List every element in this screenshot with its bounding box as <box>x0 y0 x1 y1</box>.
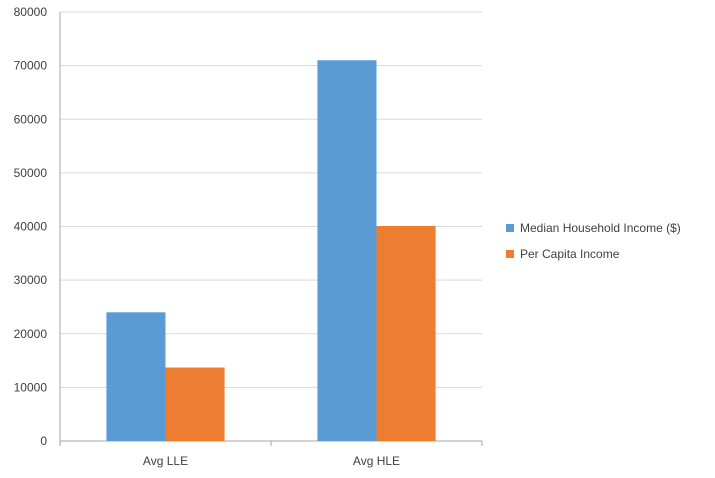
y-tick-label: 50000 <box>14 166 48 180</box>
y-tick-label: 10000 <box>14 380 48 394</box>
x-tick-label: Avg LLE <box>143 454 188 468</box>
legend-label-series-1: Median Household Income ($) <box>520 221 681 235</box>
bar-2-1 <box>165 367 225 441</box>
y-tick-label: 0 <box>40 434 47 448</box>
legend-label-series-2: Per Capita Income <box>520 247 620 261</box>
y-tick-label: 20000 <box>14 327 48 341</box>
legend-item-series-2: Per Capita Income <box>506 241 681 267</box>
y-tick-label: 80000 <box>14 5 48 19</box>
y-tick-label: 30000 <box>14 273 48 287</box>
bar-1-1 <box>106 312 166 441</box>
bar-2-2 <box>376 225 436 441</box>
bar-1-2 <box>317 60 377 441</box>
y-tick-label: 60000 <box>14 112 48 126</box>
legend-swatch-series-1 <box>506 224 514 232</box>
chart-legend: Median Household Income ($) Per Capita I… <box>506 215 681 267</box>
y-tick-label: 40000 <box>14 220 48 234</box>
legend-item-series-1: Median Household Income ($) <box>506 215 681 241</box>
x-tick-label: Avg HLE <box>353 454 400 468</box>
y-tick-label: 70000 <box>14 59 48 73</box>
legend-swatch-series-2 <box>506 250 514 258</box>
